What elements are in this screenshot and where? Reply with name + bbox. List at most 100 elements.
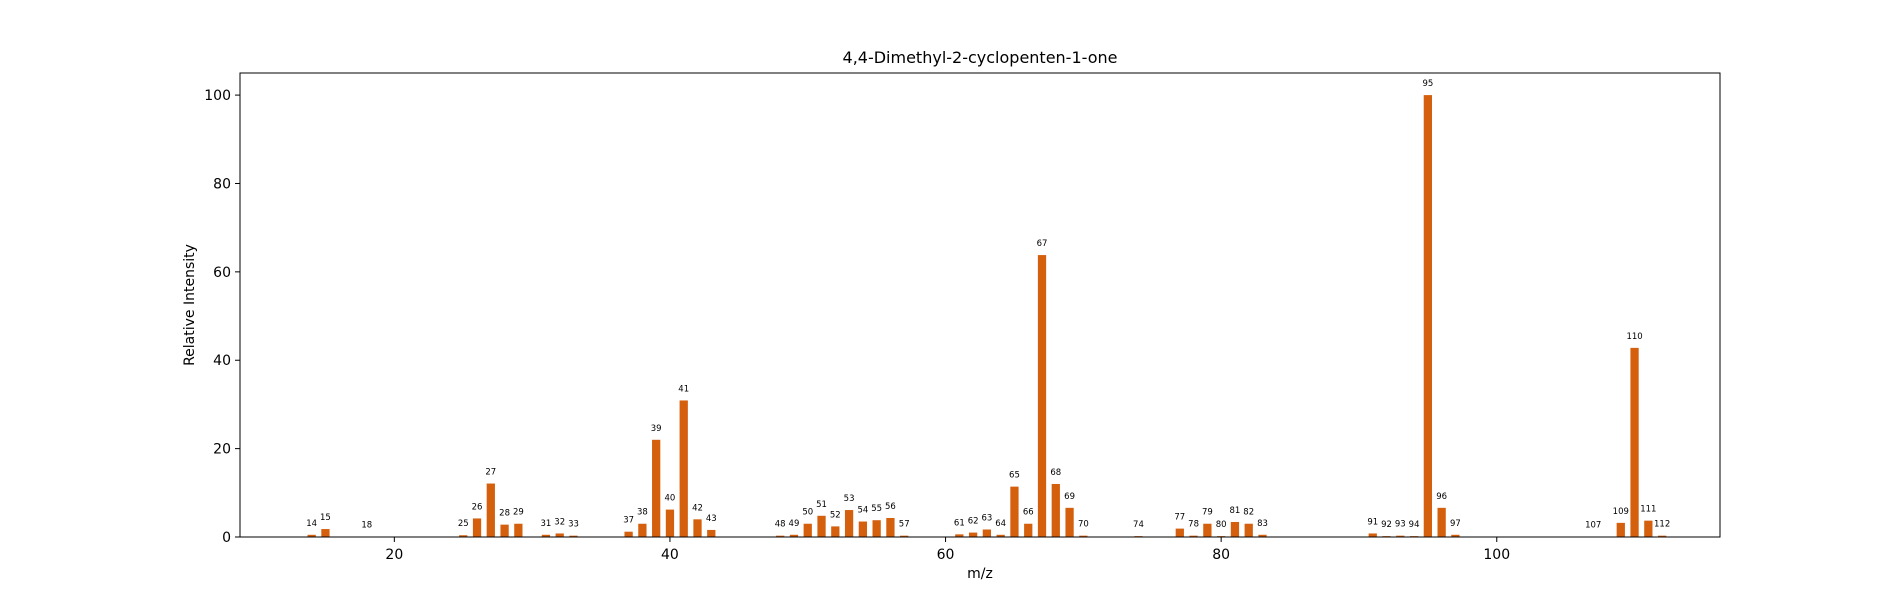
bar-mz-69: [1065, 507, 1074, 537]
bar-mz-56: [886, 517, 895, 537]
bar-label-mz-33: 33: [568, 520, 579, 530]
bar-label-mz-39: 39: [651, 424, 662, 434]
bar-mz-38: [638, 523, 647, 537]
x-tick-label-60: 60: [937, 547, 955, 563]
bar-label-mz-107: 107: [1585, 521, 1601, 531]
x-tick-label-100: 100: [1483, 547, 1510, 563]
y-tick-label-0: 0: [222, 530, 231, 546]
bar-label-mz-25: 25: [458, 519, 469, 529]
bar-mz-29: [514, 523, 523, 537]
bar-mz-77: [1175, 528, 1184, 537]
bar-mz-79: [1203, 523, 1212, 537]
bar-mz-26: [472, 518, 482, 537]
bar-mz-15: [321, 529, 330, 537]
bar-mz-65: [1010, 486, 1019, 537]
y-tick-label-40: 40: [213, 353, 231, 369]
bar-label-mz-109: 109: [1613, 507, 1629, 517]
bar-mz-93: [1396, 535, 1405, 537]
bar-label-mz-28: 28: [499, 509, 510, 519]
bar-label-mz-18: 18: [361, 521, 372, 531]
bar-label-mz-42: 42: [692, 503, 703, 513]
bar-label-mz-32: 32: [554, 517, 565, 527]
bar-label-mz-112: 112: [1654, 520, 1670, 530]
bar-label-mz-53: 53: [844, 494, 855, 504]
bar-mz-112: [1657, 535, 1667, 537]
bar-mz-78: [1189, 535, 1198, 537]
bar-label-mz-80: 80: [1216, 520, 1227, 530]
bar-label-mz-65: 65: [1009, 471, 1020, 481]
bar-label-mz-43: 43: [706, 514, 717, 524]
bar-label-mz-91: 91: [1367, 517, 1378, 527]
bar-mz-31: [541, 534, 551, 537]
bar-mz-48: [776, 535, 785, 537]
bar-mz-66: [1024, 523, 1033, 537]
bar-label-mz-54: 54: [857, 506, 868, 516]
bar-label-mz-92: 92: [1381, 520, 1392, 530]
bar-mz-52: [831, 526, 840, 537]
y-tick-label-20: 20: [213, 442, 231, 458]
x-tick-label-80: 80: [1212, 547, 1230, 563]
bar-mz-67: [1037, 255, 1047, 537]
bar-label-mz-31: 31: [541, 519, 552, 529]
bar-mz-43: [707, 529, 716, 537]
bar-mz-51: [817, 515, 826, 537]
bar-label-mz-78: 78: [1188, 520, 1199, 530]
bar-label-mz-110: 110: [1626, 332, 1642, 342]
bar-label-mz-56: 56: [885, 502, 896, 512]
y-tick-label-80: 80: [213, 176, 231, 192]
bar-label-mz-38: 38: [637, 508, 648, 518]
bar-mz-57: [900, 535, 909, 537]
bar-label-mz-41: 41: [678, 384, 689, 394]
bar-mz-109: [1616, 522, 1625, 537]
bar-label-mz-70: 70: [1078, 520, 1089, 530]
bar-label-mz-111: 111: [1640, 505, 1656, 515]
bar-label-mz-49: 49: [789, 519, 800, 529]
bar-label-mz-67: 67: [1037, 239, 1048, 249]
x-tick-label-40: 40: [661, 547, 679, 563]
bar-label-mz-50: 50: [802, 508, 813, 518]
bar-label-mz-55: 55: [871, 504, 882, 514]
bar-label-mz-97: 97: [1450, 519, 1461, 529]
x-tick-label-20: 20: [385, 547, 403, 563]
bar-mz-111: [1644, 520, 1653, 537]
bar-mz-53: [844, 510, 854, 537]
bar-mz-64: [996, 534, 1005, 537]
bar-mz-63: [982, 529, 992, 537]
bar-label-mz-26: 26: [472, 502, 483, 512]
bar-mz-55: [872, 520, 881, 537]
bar-label-mz-15: 15: [320, 513, 331, 523]
x-axis-ticks: 20 40 60 80 100: [385, 537, 1510, 563]
bar-mz-41: [679, 400, 688, 537]
x-axis-label: m/z: [967, 566, 993, 582]
bar-mz-95: [1423, 95, 1432, 537]
y-axis-ticks: 0 20 40 60 80 100: [204, 88, 240, 546]
bar-label-mz-52: 52: [830, 510, 841, 520]
bar-label-mz-95: 95: [1422, 79, 1433, 89]
bar-label-mz-40: 40: [665, 494, 676, 504]
chart-title: 4,4-Dimethyl-2-cyclopenten-1-one: [843, 48, 1118, 67]
bar-mz-42: [693, 519, 702, 537]
y-tick-label-100: 100: [204, 88, 231, 104]
bar-label-mz-94: 94: [1409, 520, 1420, 530]
bar-label-mz-57: 57: [899, 520, 910, 530]
bar-mz-49: [789, 534, 799, 537]
bar-mz-62: [968, 532, 978, 537]
bar-label-mz-68: 68: [1050, 468, 1061, 478]
bar-mz-50: [803, 523, 812, 537]
bar-mz-96: [1437, 507, 1446, 537]
bar-label-mz-82: 82: [1243, 508, 1254, 518]
bar-mz-68: [1051, 483, 1060, 537]
bar-mz-110: [1630, 347, 1639, 537]
bar-label-mz-66: 66: [1023, 508, 1034, 518]
bar-label-mz-74: 74: [1133, 520, 1144, 530]
bar-label-mz-81: 81: [1230, 506, 1241, 516]
bar-mz-82: [1244, 523, 1253, 537]
bar-mz-28: [500, 524, 509, 537]
bar-mz-61: [955, 534, 964, 537]
bar-mz-25: [459, 535, 468, 537]
bar-label-mz-61: 61: [954, 518, 965, 528]
bar-label-mz-64: 64: [995, 519, 1006, 529]
bar-mz-81: [1230, 521, 1240, 537]
